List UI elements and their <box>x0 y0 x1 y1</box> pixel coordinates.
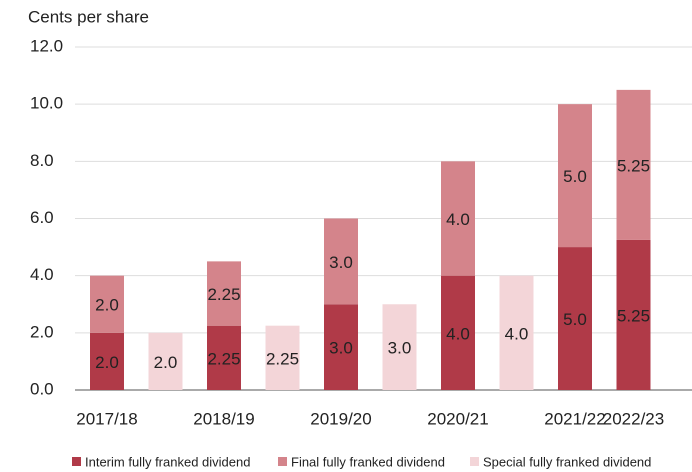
y-tick-label: 6.0 <box>30 208 54 227</box>
y-axis-title: Cents per share <box>28 7 149 26</box>
value-label: 2.0 <box>154 353 178 372</box>
y-tick-label: 8.0 <box>30 151 54 170</box>
value-label: 3.0 <box>388 339 412 358</box>
value-label: 2.0 <box>95 353 119 372</box>
y-tick-label: 10.0 <box>30 94 63 113</box>
value-label: 4.0 <box>505 324 529 343</box>
x-tick-label: 2022/23 <box>603 409 664 428</box>
value-label: 4.0 <box>446 324 470 343</box>
legend-swatch <box>470 457 479 466</box>
bar-segment <box>148 332 183 390</box>
value-label: 4.0 <box>446 210 470 229</box>
legend-label: Final fully franked dividend <box>291 454 445 469</box>
y-tick-label: 0.0 <box>30 379 54 398</box>
bar-segment <box>616 239 651 390</box>
value-label: 5.0 <box>563 310 587 329</box>
x-tick-label: 2017/18 <box>76 409 137 428</box>
value-label: 3.0 <box>329 339 353 358</box>
bar-segment <box>90 275 124 333</box>
bar-segment <box>441 275 475 390</box>
value-label: 5.25 <box>617 306 650 325</box>
bar-segment <box>499 275 534 390</box>
bar-segment <box>441 161 475 276</box>
value-label: 3.0 <box>329 253 353 272</box>
bar-segment <box>382 304 417 390</box>
value-label: 2.25 <box>207 349 240 368</box>
bar-segment <box>207 325 241 390</box>
x-tick-label: 2018/19 <box>193 409 254 428</box>
value-label: 2.25 <box>207 285 240 304</box>
y-tick-label: 12.0 <box>30 36 63 55</box>
x-tick-label: 2019/20 <box>310 409 371 428</box>
legend-label: Interim fully franked dividend <box>85 454 250 469</box>
bar-segment <box>558 104 592 248</box>
bar-segment <box>207 261 241 326</box>
bar-segment <box>265 325 300 390</box>
x-tick-label: 2021/22 <box>544 409 605 428</box>
legend-label: Special fully franked dividend <box>483 454 651 469</box>
y-tick-label: 2.0 <box>30 322 54 341</box>
x-tick-label: 2020/21 <box>427 409 488 428</box>
value-label: 2.25 <box>266 349 299 368</box>
value-label: 2.0 <box>95 296 119 315</box>
bar-segment <box>90 332 124 390</box>
bar-segment <box>324 304 358 390</box>
value-label: 5.0 <box>563 167 587 186</box>
y-tick-label: 4.0 <box>30 265 54 284</box>
bar-segment <box>558 247 592 390</box>
bar-segment <box>324 218 358 305</box>
legend-swatch <box>278 457 287 466</box>
bar-segment <box>616 89 651 240</box>
legend-swatch <box>72 457 81 466</box>
value-label: 5.25 <box>617 156 650 175</box>
